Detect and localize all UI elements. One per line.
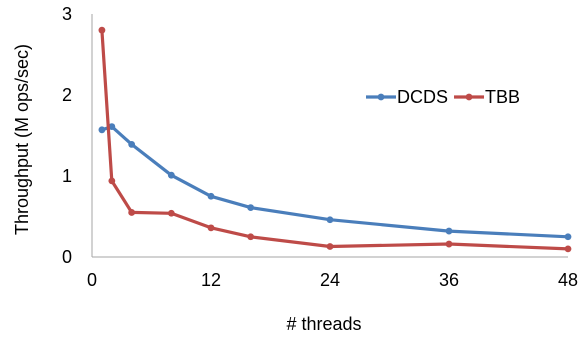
- data-point: [128, 209, 136, 216]
- y-tick-label: 3: [62, 4, 72, 24]
- x-axis-ticks: 0 12 24 36 48: [87, 270, 578, 290]
- data-point: [108, 123, 116, 130]
- data-point: [128, 141, 136, 148]
- x-tick-label: 0: [87, 270, 97, 290]
- x-tick-label: 36: [439, 270, 459, 290]
- series-tbb: [98, 26, 572, 253]
- data-point: [167, 171, 175, 179]
- data-point: [247, 233, 255, 241]
- data-point: [108, 177, 116, 185]
- x-tick-label: 48: [558, 270, 578, 290]
- data-point: [247, 204, 255, 211]
- data-point: [445, 240, 453, 248]
- legend-label: TBB: [485, 87, 520, 107]
- x-tick-label: 24: [320, 270, 340, 290]
- data-point: [564, 245, 572, 253]
- y-axis-title: Throughput (M ops/sec): [12, 44, 32, 235]
- legend: DCDS TBB: [366, 87, 520, 107]
- data-point: [167, 209, 175, 217]
- data-point: [564, 233, 572, 241]
- series-dcds: [98, 123, 572, 241]
- data-point: [98, 26, 106, 34]
- axes: [91, 14, 568, 258]
- x-tick-label: 12: [201, 270, 221, 290]
- legend-label: DCDS: [397, 87, 448, 107]
- series-layer: [98, 26, 572, 253]
- data-point: [207, 192, 215, 200]
- y-tick-label: 0: [62, 247, 72, 267]
- y-axis-ticks: 0 1 2 3: [62, 4, 72, 267]
- data-point: [207, 224, 215, 232]
- legend-marker: [465, 93, 473, 101]
- data-point: [445, 227, 453, 235]
- x-axis-title: # threads: [286, 314, 361, 334]
- series-line: [101, 124, 569, 239]
- legend-item-tbb: TBB: [454, 87, 520, 107]
- data-point: [98, 126, 106, 134]
- data-point: [326, 216, 334, 224]
- y-tick-label: 2: [62, 85, 72, 105]
- y-tick-label: 1: [62, 166, 72, 186]
- data-point: [326, 243, 334, 250]
- legend-marker: [377, 93, 385, 101]
- legend-item-dcds: DCDS: [366, 87, 448, 107]
